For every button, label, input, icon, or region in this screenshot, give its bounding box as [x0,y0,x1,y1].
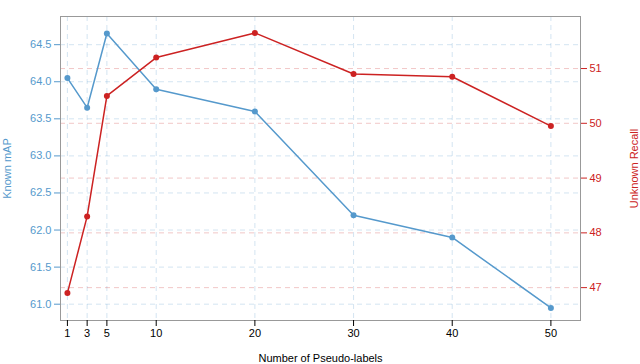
svg-text:49: 49 [590,172,602,184]
svg-text:61.5: 61.5 [30,261,51,273]
svg-text:51: 51 [590,62,602,74]
svg-text:10: 10 [150,327,162,339]
svg-text:20: 20 [249,327,261,339]
svg-text:50: 50 [545,327,557,339]
svg-text:30: 30 [347,327,359,339]
svg-text:48: 48 [590,226,602,238]
svg-text:61.0: 61.0 [30,298,51,310]
svg-text:64.5: 64.5 [30,38,51,50]
svg-text:5: 5 [104,327,110,339]
svg-text:62.5: 62.5 [30,186,51,198]
svg-text:47: 47 [590,281,602,293]
svg-text:Number of Pseudo-labels: Number of Pseudo-labels [258,352,383,364]
svg-text:63.5: 63.5 [30,112,51,124]
svg-text:50: 50 [590,117,602,129]
svg-text:40: 40 [446,327,458,339]
svg-text:63.0: 63.0 [30,149,51,161]
svg-text:Known mAP: Known mAP [1,138,13,199]
svg-text:1: 1 [64,327,70,339]
svg-text:3: 3 [84,327,90,339]
svg-text:Unknown Recall: Unknown Recall [628,129,640,208]
svg-text:64.0: 64.0 [30,75,51,87]
svg-text:62.0: 62.0 [30,224,51,236]
